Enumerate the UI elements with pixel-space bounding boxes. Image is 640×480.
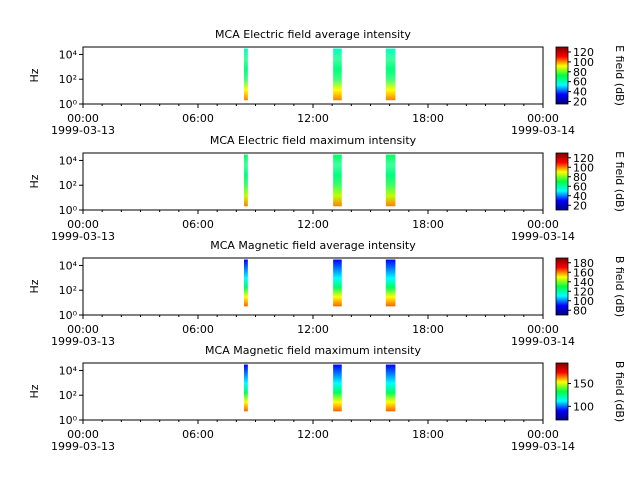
- panel-title: MCA Electric field average intensity: [215, 28, 411, 41]
- x-date-label: 1999-03-14: [511, 124, 575, 137]
- y-tick-label: 10²: [59, 73, 77, 86]
- y-tick-label: 10⁰: [59, 309, 78, 322]
- spectrogram-burst: [385, 154, 396, 207]
- colorbar: [555, 257, 569, 316]
- y-tick-label: 10⁰: [59, 98, 78, 111]
- x-date-label: 1999-03-14: [511, 335, 575, 348]
- colorbar-tick-label: 20: [573, 96, 587, 109]
- colorbar-tick-label: 60: [573, 76, 587, 89]
- y-axis-label: Hz: [28, 279, 41, 293]
- colorbar-tick-label: 150: [573, 378, 594, 391]
- y-axis-label: Hz: [28, 174, 41, 188]
- x-tick-label: 00:00: [527, 428, 559, 441]
- x-tick-label: 12:00: [297, 323, 329, 336]
- colorbar-tick-label: 120: [573, 152, 594, 165]
- colorbar-tick-label: 80: [573, 304, 587, 317]
- x-tick-label: 00:00: [67, 218, 99, 231]
- spectrogram-burst: [333, 48, 342, 101]
- y-tick-label: 10⁴: [59, 259, 78, 272]
- x-date-label: 1999-03-13: [51, 440, 115, 453]
- x-tick-label: 00:00: [67, 428, 99, 441]
- spectrogram-burst: [333, 364, 342, 412]
- spectrogram-burst: [244, 364, 248, 412]
- spectrogram-burst: [385, 48, 396, 101]
- x-tick-label: 06:00: [182, 218, 214, 231]
- x-tick-label: 12:00: [297, 218, 329, 231]
- colorbar-tick-label: 100: [573, 295, 594, 308]
- spectrogram-burst: [244, 154, 248, 207]
- colorbar-tick-label: 140: [573, 276, 594, 289]
- y-tick-label: 10²: [59, 179, 77, 192]
- x-date-label: 1999-03-13: [51, 124, 115, 137]
- x-tick-label: 00:00: [527, 218, 559, 231]
- colorbar: [555, 362, 569, 421]
- x-tick-label: 18:00: [412, 218, 444, 231]
- colorbar-tick-label: 40: [573, 190, 587, 203]
- colorbar: [555, 152, 569, 211]
- y-tick-label: 10⁴: [59, 364, 78, 377]
- y-tick-label: 10⁴: [59, 154, 78, 167]
- spectrogram-burst: [244, 259, 248, 307]
- colorbar-tick-label: 40: [573, 86, 587, 99]
- x-tick-label: 06:00: [182, 112, 214, 125]
- x-tick-label: 06:00: [182, 428, 214, 441]
- y-tick-label: 10⁴: [59, 48, 78, 61]
- x-date-label: 1999-03-13: [51, 230, 115, 243]
- colorbar-tick-label: 80: [573, 171, 587, 184]
- colorbar-tick-label: 100: [573, 161, 594, 174]
- colorbar-label: E field (dB): [613, 45, 626, 106]
- x-tick-label: 00:00: [67, 112, 99, 125]
- x-date-label: 1999-03-14: [511, 440, 575, 453]
- colorbar-label: B field (dB): [613, 361, 626, 422]
- x-tick-label: 18:00: [412, 323, 444, 336]
- y-tick-label: 10²: [59, 389, 77, 402]
- spectrogram-burst: [385, 259, 396, 307]
- colorbar-label: B field (dB): [613, 256, 626, 317]
- x-tick-label: 12:00: [297, 428, 329, 441]
- x-date-label: 1999-03-14: [511, 230, 575, 243]
- x-tick-label: 00:00: [67, 323, 99, 336]
- panel-title: MCA Electric field maximum intensity: [210, 134, 417, 147]
- spectrogram-burst: [385, 364, 396, 412]
- x-tick-label: 06:00: [182, 323, 214, 336]
- x-tick-label: 18:00: [412, 112, 444, 125]
- colorbar-tick-label: 60: [573, 180, 587, 193]
- plot-frame: [82, 46, 544, 105]
- colorbar-tick-label: 20: [573, 199, 587, 212]
- colorbar-tick-label: 100: [573, 400, 594, 413]
- colorbar-tick-label: 120: [573, 46, 594, 59]
- colorbar-tick-label: 160: [573, 266, 594, 279]
- plot-frame: [82, 257, 544, 316]
- colorbar-tick-label: 100: [573, 56, 594, 69]
- plot-frame: [82, 362, 544, 421]
- x-tick-label: 00:00: [527, 112, 559, 125]
- panel-title: MCA Magnetic field maximum intensity: [205, 344, 421, 357]
- spectrogram-burst: [333, 154, 342, 207]
- y-tick-label: 10²: [59, 284, 77, 297]
- panel-title: MCA Magnetic field average intensity: [210, 239, 416, 252]
- y-tick-label: 10⁰: [59, 204, 78, 217]
- spectrogram-burst: [333, 259, 342, 307]
- spectrogram-burst: [244, 48, 248, 101]
- x-tick-label: 00:00: [527, 323, 559, 336]
- x-tick-label: 12:00: [297, 112, 329, 125]
- x-date-label: 1999-03-13: [51, 335, 115, 348]
- y-axis-label: Hz: [28, 68, 41, 82]
- plot-frame: [82, 152, 544, 211]
- colorbar-tick-label: 120: [573, 285, 594, 298]
- colorbar: [555, 46, 569, 105]
- colorbar-tick-label: 80: [573, 66, 587, 79]
- colorbar-label: E field (dB): [613, 151, 626, 212]
- colorbar-tick-label: 180: [573, 257, 594, 270]
- y-axis-label: Hz: [28, 384, 41, 398]
- x-tick-label: 18:00: [412, 428, 444, 441]
- y-tick-label: 10⁰: [59, 414, 78, 427]
